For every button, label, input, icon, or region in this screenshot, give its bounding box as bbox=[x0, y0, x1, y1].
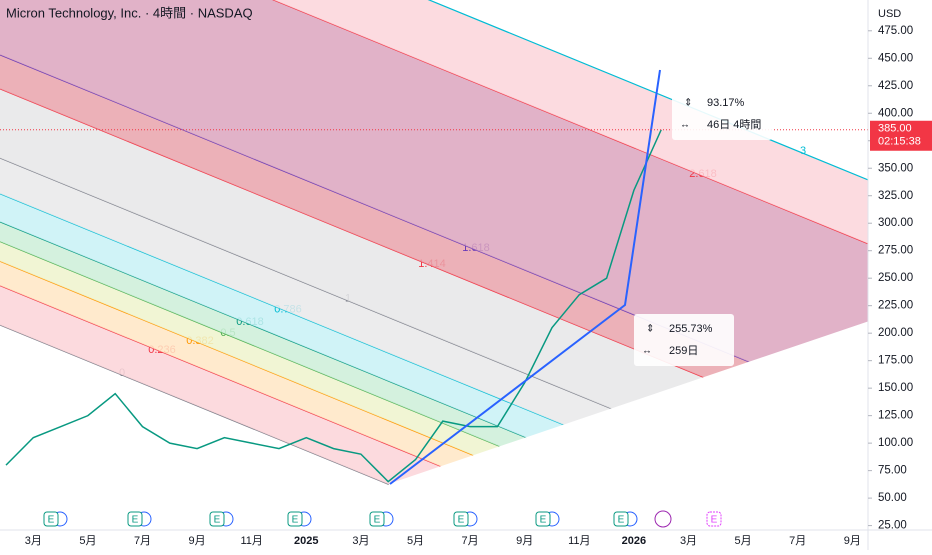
earnings-icon bbox=[209, 511, 225, 527]
earnings-icon bbox=[127, 511, 143, 527]
earnings-label: E bbox=[48, 515, 55, 526]
y-tick-label: 475.00 bbox=[878, 25, 913, 37]
earnings-label: E bbox=[214, 515, 221, 526]
x-tick-label: 5月 bbox=[735, 535, 752, 547]
fib-band bbox=[0, 285, 442, 485]
dividend-icon bbox=[654, 510, 672, 528]
measure-icon: ↔ bbox=[680, 120, 690, 131]
fib-band bbox=[0, 193, 565, 438]
x-tick-label: 11月 bbox=[568, 535, 590, 547]
y-tick-label: 75.00 bbox=[878, 465, 907, 477]
x-tick-label: 5月 bbox=[407, 535, 424, 547]
fib-band bbox=[0, 261, 474, 467]
fib-band bbox=[0, 221, 527, 447]
measure-duration: 259日 bbox=[669, 345, 698, 357]
price-tag bbox=[870, 120, 932, 151]
measure-icon: ⇕ bbox=[646, 324, 654, 335]
earnings-icon bbox=[453, 511, 469, 527]
x-tick-label: 7月 bbox=[789, 535, 806, 547]
x-tick-label: 9月 bbox=[189, 535, 206, 547]
earnings-label: E bbox=[618, 515, 625, 526]
trend-drawing bbox=[389, 69, 661, 485]
y-tick-label: 300.00 bbox=[878, 217, 913, 229]
y-tick-label: 100.00 bbox=[878, 437, 913, 449]
x-tick-label: 3月 bbox=[25, 535, 42, 547]
y-tick-label: 150.00 bbox=[878, 382, 913, 394]
earnings-icon bbox=[287, 511, 303, 527]
y-tick-label: 400.00 bbox=[878, 107, 913, 119]
earnings-icon bbox=[535, 511, 551, 527]
fib-channel: 00.2360.3820.50.6180.78611.4141.6182.618… bbox=[0, 0, 868, 485]
future-earnings bbox=[706, 511, 722, 527]
earnings-icon bbox=[613, 511, 629, 527]
y-tick-label: 425.00 bbox=[878, 80, 913, 92]
measure-box bbox=[634, 314, 734, 366]
fib-band bbox=[0, 88, 705, 409]
x-tick-label: 7月 bbox=[462, 535, 479, 547]
y-tick-label: 200.00 bbox=[878, 327, 913, 339]
y-tick-label: 275.00 bbox=[878, 245, 913, 257]
x-tick-label: 2026 bbox=[622, 535, 646, 547]
fib-label: 3 bbox=[800, 145, 806, 157]
earnings-icon bbox=[369, 511, 385, 527]
x-tick-label: 11月 bbox=[240, 535, 262, 547]
y-tick-label: 225.00 bbox=[878, 300, 913, 312]
earnings-label: E bbox=[540, 515, 547, 526]
fib-band bbox=[273, 0, 868, 244]
y-tick-label: 125.00 bbox=[878, 410, 913, 422]
y-tick-label: 175.00 bbox=[878, 355, 913, 367]
price-tag-label: 385.00 bbox=[878, 123, 912, 135]
fib-band bbox=[0, 0, 868, 363]
y-tick-label: 325.00 bbox=[878, 190, 913, 202]
x-tick-label: 2025 bbox=[294, 535, 318, 547]
x-tick-label: 9月 bbox=[516, 535, 533, 547]
y-tick-label: 25.00 bbox=[878, 520, 907, 532]
price-line bbox=[5, 129, 662, 483]
y-tick-label: 450.00 bbox=[878, 52, 913, 64]
measure-box bbox=[672, 88, 772, 140]
currency: USD bbox=[878, 8, 901, 20]
x-tick-label: 3月 bbox=[352, 535, 369, 547]
measure-change: 255.73% bbox=[669, 323, 713, 335]
y-tick-label: 250.00 bbox=[878, 272, 913, 284]
fib-band bbox=[0, 158, 612, 425]
fib-band bbox=[0, 54, 750, 378]
channel-edge bbox=[389, 321, 868, 485]
earnings-label: E bbox=[132, 515, 139, 526]
earnings-label: E bbox=[292, 515, 299, 526]
earnings-icon bbox=[43, 511, 59, 527]
y-tick-label: 350.00 bbox=[878, 162, 913, 174]
measure-icon: ⇕ bbox=[684, 98, 692, 109]
x-tick-label: 9月 bbox=[844, 535, 861, 547]
countdown: 02:15:38 bbox=[878, 136, 921, 148]
x-tick-label: 5月 bbox=[79, 535, 96, 547]
fib-line bbox=[427, 0, 868, 181]
measure-duration: 46日 4時間 bbox=[707, 118, 761, 131]
measure-icon: ↔ bbox=[642, 346, 652, 357]
measure-change: 93.17% bbox=[707, 97, 745, 109]
fib-band bbox=[0, 241, 501, 456]
earnings-label: E bbox=[458, 515, 465, 526]
x-tick-label: 3月 bbox=[680, 535, 697, 547]
earnings-label: E bbox=[374, 515, 381, 526]
x-tick-label: 7月 bbox=[134, 535, 151, 547]
y-tick-label: 50.00 bbox=[878, 492, 907, 504]
chart-title: Micron Technology, Inc. · 4時間 · NASDAQ bbox=[6, 5, 253, 20]
earnings-label: E bbox=[711, 515, 718, 526]
